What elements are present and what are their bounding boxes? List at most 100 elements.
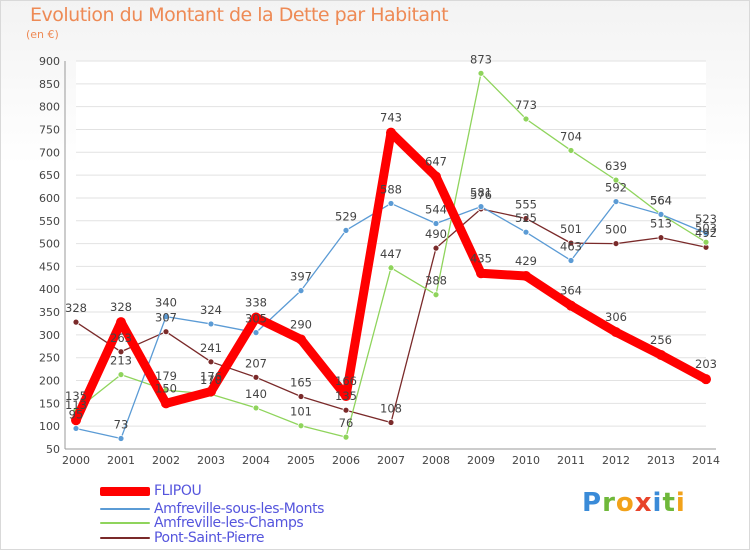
data-point [72, 318, 80, 326]
data-point [386, 127, 396, 138]
y-tick-label: 550 [39, 215, 60, 228]
plot-area [76, 61, 706, 449]
data-label: 95 [69, 407, 84, 421]
data-point [522, 215, 530, 222]
data-label: 592 [605, 181, 627, 195]
data-point [251, 312, 261, 323]
y-tick-label: 50 [46, 443, 60, 456]
data-label: 176 [200, 369, 222, 383]
data-point [387, 419, 395, 426]
data-point [342, 226, 350, 234]
legend-label: Amfreville-sous-les-Monts [154, 501, 325, 517]
data-label: 338 [245, 296, 267, 310]
y-tick-label: 200 [39, 375, 60, 388]
data-point [656, 349, 666, 360]
y-tick-label: 250 [39, 352, 60, 365]
data-point [161, 398, 171, 409]
data-label: 170 [200, 373, 222, 387]
data-label: 256 [650, 333, 672, 347]
data-label: 500 [605, 223, 627, 237]
data-point [476, 268, 486, 279]
legend-swatch [100, 508, 150, 510]
data-label: 307 [155, 311, 177, 325]
y-tick-label: 800 [39, 101, 60, 114]
data-label: 773 [515, 98, 537, 112]
data-point [702, 238, 710, 246]
logo-letter: i [652, 488, 663, 518]
data-label: 73 [114, 418, 129, 432]
data-point [432, 220, 440, 227]
legend-label: FLIPOU [154, 483, 202, 499]
data-label: 639 [605, 159, 627, 173]
data-point [387, 264, 395, 272]
chart-subtitle: (en €) [26, 28, 59, 41]
y-tick-label: 700 [39, 146, 60, 159]
data-label: 429 [515, 254, 537, 268]
data-label: 364 [560, 284, 582, 298]
data-point [71, 415, 81, 426]
legend-label: Amfreville-les-Champs [154, 515, 304, 531]
data-label: 555 [515, 197, 537, 211]
data-label: 150 [155, 381, 177, 395]
data-label: 435 [470, 251, 492, 265]
data-label: 564 [650, 193, 672, 207]
data-point [297, 287, 305, 295]
data-label: 576 [470, 188, 492, 202]
data-point [701, 374, 711, 385]
data-label: 113 [65, 398, 87, 412]
y-tick-label: 750 [39, 123, 60, 136]
y-tick-label: 450 [39, 260, 60, 273]
data-label: 873 [470, 52, 492, 66]
data-label: 503 [695, 221, 717, 235]
data-label: 76 [339, 416, 354, 430]
data-point [207, 320, 215, 328]
y-tick-label: 900 [39, 55, 60, 68]
data-point [297, 393, 305, 400]
y-tick-label: 100 [39, 420, 60, 433]
data-label: 213 [110, 354, 132, 368]
data-label: 207 [245, 356, 267, 370]
data-label: 305 [245, 312, 267, 326]
data-label: 135 [335, 389, 357, 403]
x-tick-label: 2008 [422, 454, 450, 467]
data-point [207, 358, 215, 366]
data-label: 203 [695, 357, 717, 371]
x-tick-label: 2007 [377, 454, 405, 467]
x-tick-label: 2012 [602, 454, 630, 467]
chart-title: Evolution du Montant de la Dette par Hab… [30, 4, 449, 26]
data-point [117, 348, 125, 356]
x-tick-label: 2002 [152, 454, 180, 467]
x-tick-label: 2001 [107, 454, 135, 467]
data-point [431, 171, 441, 182]
data-point [387, 200, 395, 207]
data-label: 135 [65, 389, 87, 403]
logo-letter: P [582, 488, 603, 518]
data-label: 588 [380, 182, 402, 196]
data-label: 513 [650, 217, 672, 231]
data-label: 388 [425, 274, 447, 288]
x-tick-label: 2013 [647, 454, 675, 467]
data-label: 108 [380, 402, 402, 416]
data-label: 564 [650, 193, 672, 207]
data-point [657, 210, 665, 218]
x-tick-label: 2000 [62, 454, 90, 467]
data-label: 523 [695, 212, 717, 226]
data-point [72, 425, 80, 432]
data-point [612, 176, 620, 184]
legend-item: Pont-Saint-Pierre [100, 530, 265, 546]
y-tick-label: 350 [39, 306, 60, 319]
data-label: 529 [335, 209, 357, 223]
data-label: 324 [200, 303, 222, 317]
legend-item: Amfreville-sous-les-Monts [100, 501, 324, 517]
y-tick-label: 400 [39, 283, 60, 296]
data-point [342, 406, 350, 414]
data-point [117, 435, 125, 442]
logo-letter: r [602, 488, 616, 518]
data-label: 704 [560, 129, 582, 143]
legend-item: FLIPOU [100, 483, 202, 499]
y-tick-label: 650 [39, 169, 60, 182]
data-label: 463 [560, 239, 582, 253]
x-tick-label: 2014 [692, 454, 720, 467]
data-label: 492 [695, 226, 717, 240]
